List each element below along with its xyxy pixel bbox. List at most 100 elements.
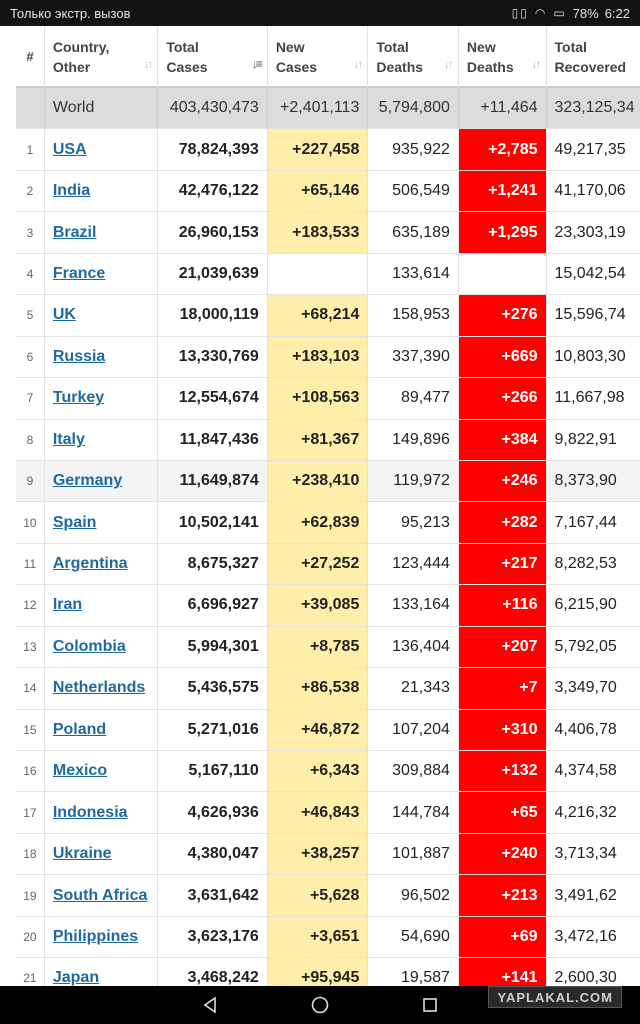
back-button[interactable] [155, 996, 265, 1014]
row-new-deaths: +384 [458, 419, 547, 460]
row-num: 9 [16, 460, 45, 502]
row-total-recovered: 4,406,78 [554, 720, 617, 738]
row-total-deaths: 149,896 [368, 419, 459, 460]
row-total-cases: 5,436,575 [158, 668, 268, 709]
country-link[interactable]: Argentina [52, 555, 128, 573]
row-num: 16 [16, 751, 45, 792]
row-total-cases: 26,960,153 [158, 212, 268, 253]
country-link[interactable]: Germany [52, 472, 123, 490]
header-new-cases-line1: New [275, 39, 305, 55]
country-link[interactable]: UK [52, 306, 76, 324]
sort-desc-icon: ↓≡ [251, 57, 263, 71]
home-button[interactable] [265, 995, 375, 1015]
row-total-recovered: 4,216,32 [554, 803, 617, 821]
recents-button[interactable] [375, 996, 485, 1014]
row-num: 11 [16, 543, 45, 585]
row-total-deaths: 95,213 [368, 502, 459, 543]
country-link[interactable]: France [52, 264, 106, 282]
row-new-deaths [459, 253, 547, 295]
country-link[interactable]: Turkey [52, 389, 105, 407]
country-link[interactable]: USA [52, 140, 87, 158]
country-link[interactable]: Italy [52, 430, 85, 448]
row-new-deaths: +116 [458, 585, 547, 626]
row-num: 2 [16, 170, 45, 212]
row-total-cases: 4,380,047 [158, 833, 268, 875]
row-total-deaths: 54,690 [368, 916, 459, 958]
row-num: 7 [16, 378, 45, 419]
country-link[interactable]: South Africa [52, 886, 148, 904]
back-icon [203, 996, 216, 1014]
country-link[interactable]: Iran [52, 596, 83, 614]
header-total-deaths[interactable]: Total Deaths ↓↑ [368, 26, 459, 88]
row-total-recovered: 3,349,70 [554, 679, 617, 697]
battery-icon: ▭ [553, 6, 567, 20]
row-new-deaths: +65 [458, 792, 547, 833]
country-link[interactable]: Japan [52, 969, 100, 986]
row-total-deaths: 123,444 [368, 543, 459, 585]
row-total-cases: 5,167,110 [158, 751, 268, 792]
row-new-cases: +81,367 [267, 419, 369, 460]
sort-icon: ↓↑ [353, 57, 363, 71]
table-row: 3 Brazil 26,960,153 +183,533 635,189 +1,295 23… [16, 212, 640, 254]
row-country: UK [45, 295, 159, 336]
country-link[interactable]: Colombia [52, 637, 126, 655]
row-total-deaths: 89,477 [368, 378, 459, 419]
row-num: 13 [16, 626, 45, 668]
row-new-cases [268, 253, 369, 295]
country-link[interactable]: Netherlands [52, 679, 146, 697]
country-link[interactable]: Russia [52, 347, 106, 365]
table-row: 9 Germany 11,649,874 +238,410 119,972 +246 8,3… [16, 460, 640, 503]
row-total-cases: 3,631,642 [158, 875, 268, 916]
world-total-cases: 403,430,473 [158, 88, 268, 129]
row-country: Iran [45, 585, 159, 626]
header-new-cases[interactable]: New Cases ↓↑ [268, 26, 369, 88]
world-total-deaths: 5,794,800 [368, 88, 459, 129]
row-new-cases: +86,538 [267, 668, 369, 709]
country-link[interactable]: India [52, 182, 91, 200]
country-link[interactable]: Philippines [52, 927, 139, 945]
row-country: Turkey [45, 378, 159, 419]
row-total-cases: 3,468,242 [158, 958, 268, 986]
row-total-deaths: 21,343 [368, 668, 459, 709]
row-new-cases: +6,343 [267, 751, 369, 792]
row-total-recovered: 41,170,06 [554, 182, 626, 200]
row-new-deaths: +669 [458, 336, 547, 378]
row-new-deaths: +1,241 [458, 170, 547, 212]
country-link[interactable]: Mexico [52, 762, 108, 780]
row-total-recovered: 49,217,35 [554, 140, 626, 158]
row-total-deaths: 19,587 [368, 958, 459, 986]
row-country: France [45, 253, 159, 295]
header-num[interactable]: # [16, 26, 45, 88]
row-new-cases: +183,103 [267, 336, 369, 378]
row-total-cases: 78,824,393 [158, 129, 268, 170]
header-new-deaths[interactable]: New Deaths ↓↑ [459, 26, 547, 88]
country-link[interactable]: Spain [52, 513, 97, 531]
row-new-deaths: +1,295 [458, 212, 547, 253]
row-total-deaths: 635,189 [368, 212, 459, 253]
row-total-cases: 18,000,119 [158, 295, 268, 336]
row-new-cases: +65,146 [267, 170, 369, 212]
row-total-deaths: 506,549 [368, 170, 459, 212]
country-link[interactable]: Indonesia [52, 803, 128, 821]
country-link[interactable]: Ukraine [52, 845, 112, 863]
row-new-cases: +238,410 [267, 460, 369, 502]
row-country: Italy [45, 419, 159, 460]
row-num: 3 [16, 212, 45, 253]
country-link[interactable]: Poland [52, 720, 107, 738]
row-total-deaths: 337,390 [368, 336, 459, 378]
row-new-cases: +68,214 [267, 295, 369, 336]
row-num: 12 [16, 585, 45, 626]
wifi-icon: ◠ [534, 6, 548, 20]
header-total-recovered[interactable]: Total Recovered [547, 26, 640, 88]
row-country: Spain [45, 502, 159, 543]
row-total-cases: 4,626,936 [158, 792, 268, 833]
row-total-deaths: 107,204 [368, 709, 459, 750]
country-link[interactable]: Brazil [52, 223, 97, 241]
row-country: Germany [45, 460, 159, 502]
table-body: 1 USA 78,824,393 +227,458 935,922 +2,785 49,21… [16, 129, 640, 986]
row-country: Japan [45, 958, 159, 986]
table-row: 13 Colombia 5,994,301 +8,785 136,404 +207 5,79… [16, 626, 640, 669]
header-total-cases[interactable]: Total Cases ↓≡ [158, 26, 268, 88]
row-total-cases: 6,696,927 [158, 585, 268, 626]
header-country[interactable]: Country, Other ↓↑ [45, 26, 159, 88]
